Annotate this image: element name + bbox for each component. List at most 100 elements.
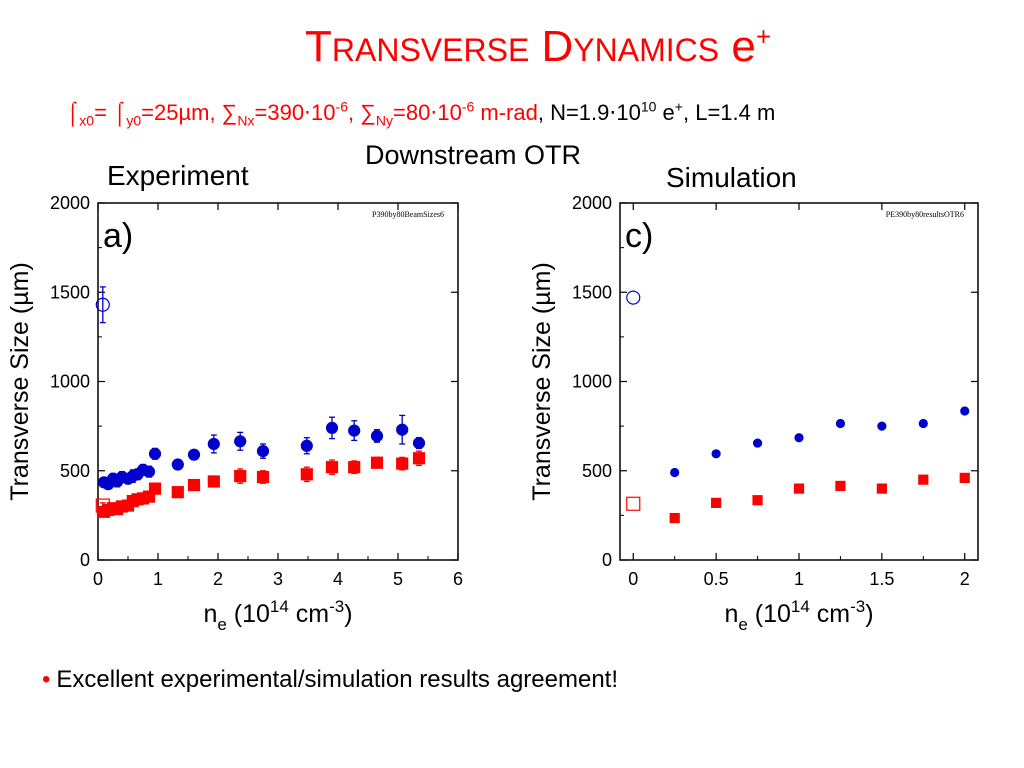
data-point-square (412, 452, 426, 465)
y-axis-label: Transverse Size (µm) (6, 262, 34, 501)
data-point-circle (918, 418, 928, 429)
x-tick-label: 1.5 (869, 569, 894, 589)
y-tick-label: 500 (582, 461, 612, 481)
data-point-circle (794, 433, 804, 443)
data-point-square (95, 498, 110, 513)
data-point-square (752, 495, 763, 506)
conclusion-text: Excellent experimental/simulation result… (56, 666, 619, 693)
beam-parameters: ⌠x0= ⌠y0=25µm, ∑Nx=390⋅10-6, ∑Ny=80⋅10-6… (66, 98, 1006, 129)
data-point-circle (670, 467, 680, 478)
data-point-circle (234, 435, 247, 448)
y-tick-label: 1500 (572, 282, 612, 302)
experiment-label: Experiment (107, 160, 249, 191)
title-particle: e (731, 22, 756, 71)
title-charge: + (755, 21, 771, 52)
param-ny-symbol: , ∑ (347, 100, 376, 125)
x-axis-label: ne (1014 cm-3) (203, 597, 352, 634)
conclusion-bullet: • Excellent experimental/simulation resul… (42, 666, 618, 694)
param-ny-sub: Ny (375, 112, 394, 129)
data-point-square (793, 483, 805, 494)
param-nx-exp: -6 (335, 98, 348, 115)
x-tick-label: 0.5 (704, 569, 729, 589)
data-point-circle (752, 438, 763, 448)
data-point-circle (348, 424, 361, 437)
data-point-square (187, 478, 201, 492)
data-point-square (348, 461, 361, 474)
y-tick-label: 0 (80, 550, 90, 570)
param-unit: m-rad (474, 100, 538, 125)
title-word-dynamics: YNAMICS (573, 32, 720, 68)
data-point-square (171, 486, 184, 499)
y-tick-label: 1000 (572, 372, 612, 392)
x-axis-label: ne (1014 cm-3) (724, 597, 873, 634)
x-tick-label: 1 (794, 569, 804, 589)
file-stamp: PE390by80resultsOTR6 (886, 210, 964, 219)
data-point-circle (256, 445, 270, 458)
chart-panel-2: 0 0.5 1 1.5 2 0 500 1000 1500 2000 c) PE390by80resu… (528, 193, 979, 634)
data-point-circle (325, 421, 339, 435)
y-tick-label: 1000 (50, 372, 90, 392)
data-point-circle (370, 429, 384, 443)
data-point-square (669, 512, 680, 524)
param-nx-sub: Nx (237, 112, 255, 129)
title-word-transverse: RANSVERSE (331, 32, 530, 68)
x-tick-label: 5 (393, 569, 403, 589)
data-point-circle (877, 421, 887, 431)
plot-frame (619, 202, 979, 561)
y-axis-label: Transverse Size (µm) (528, 262, 556, 501)
data-point-square (207, 475, 220, 488)
param-particle: e (656, 100, 675, 125)
data-point-square (256, 470, 270, 484)
data-point-circle (95, 297, 110, 312)
file-stamp: P390by80BeamSizes6 (372, 210, 444, 219)
data-point-square (325, 461, 339, 474)
y-tick-label: 1500 (50, 282, 90, 302)
param-nx-value: =390⋅10 (254, 100, 336, 125)
data-point-circle (142, 465, 156, 478)
data-point-square (626, 496, 641, 511)
simulation-label: Simulation (666, 162, 797, 193)
slide-title: TRANSVERSE DYNAMICS e+ (0, 22, 1024, 72)
data-point-circle (187, 448, 201, 461)
data-point-circle (148, 447, 162, 460)
title-letter-t: T (305, 22, 332, 71)
param-y0-sub: y0 (126, 112, 142, 129)
data-point-circle (835, 418, 846, 429)
data-point-circle (207, 437, 220, 451)
data-point-circle (300, 439, 313, 452)
panel-letter: a) (103, 217, 133, 255)
data-point-square (370, 456, 384, 469)
y-tick-label: 2000 (50, 193, 90, 213)
x-tick-label: 4 (333, 569, 343, 589)
data-point-square (711, 497, 722, 508)
param-length: , L=1.4 m (682, 100, 776, 125)
data-point-square (300, 468, 313, 481)
data-point-square (148, 482, 162, 495)
x-tick-label: 2 (960, 569, 970, 589)
x-tick-label: 2 (213, 569, 223, 589)
y-tick-label: 0 (602, 550, 612, 570)
y-tick-label: 500 (60, 461, 90, 481)
data-point-square (876, 483, 887, 494)
title-letter-d: D (541, 22, 574, 71)
data-point-circle (626, 290, 641, 305)
otr-label: Downstream OTR (365, 140, 582, 170)
param-sigma-y-symbol: = ⌠ (94, 100, 127, 125)
param-charge-count: , N=1.9⋅10 (537, 100, 641, 125)
bullet-dot-icon: • (42, 666, 51, 693)
param-x0-sub: x0 (79, 112, 95, 129)
param-charge-exp: 10 (640, 98, 657, 115)
y-tick-label: 2000 (572, 193, 612, 213)
x-tick-label: 1 (153, 569, 163, 589)
data-point-square (959, 472, 970, 483)
param-ny-value: =80⋅10 (393, 100, 462, 125)
data-point-circle (960, 406, 970, 416)
data-point-square (234, 470, 247, 483)
x-tick-label: 0 (93, 569, 103, 589)
plot-frame (97, 202, 459, 561)
param-sigma-x-symbol: ⌠ (66, 100, 80, 125)
data-point-circle (171, 458, 184, 471)
data-point-circle (711, 449, 721, 459)
data-point-square (918, 474, 929, 485)
